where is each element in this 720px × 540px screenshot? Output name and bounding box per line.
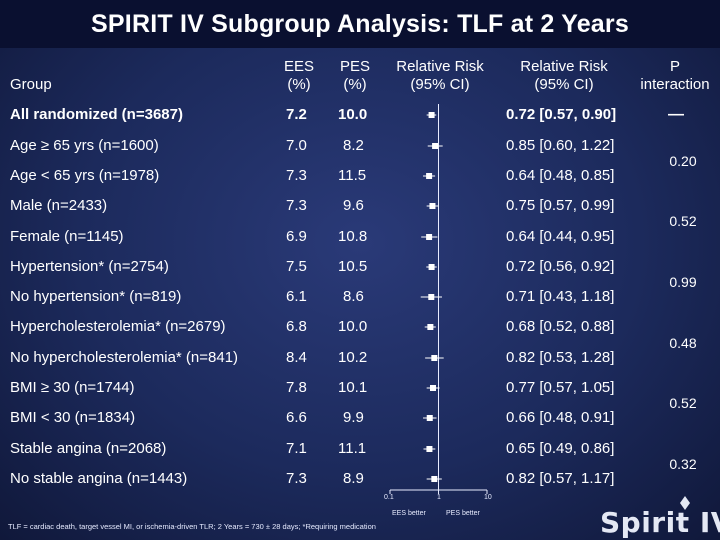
header-ees-line1: EES bbox=[283, 58, 314, 75]
row-group: Hypercholesterolemia* (n=2679) bbox=[10, 318, 226, 335]
axis-tick-label: 1 bbox=[437, 494, 441, 501]
row-group: Hypertension* (n=2754) bbox=[10, 258, 169, 275]
header-p-interaction: P interaction bbox=[632, 58, 718, 94]
row-group: Age < 65 yrs (n=1978) bbox=[10, 167, 160, 184]
header-ees-line2: (%) bbox=[287, 76, 311, 93]
row-rr-text: 0.66 [0.48, 0.91] bbox=[506, 409, 615, 426]
row-group: No hypercholesterolemia* (n=841) bbox=[10, 349, 239, 366]
header-p-line1: P bbox=[669, 58, 680, 75]
header-rr-text-line1: Relative Risk bbox=[520, 58, 608, 75]
p-interaction-value: 0.52 bbox=[669, 213, 697, 229]
p-interaction-value: 0.48 bbox=[669, 335, 697, 351]
axis-tick-label: 10 bbox=[484, 494, 492, 501]
row-group: No hypertension* (n=819) bbox=[10, 288, 182, 305]
row-rr-text: 0.64 [0.48, 0.85] bbox=[506, 167, 615, 184]
header-rr-text-line2: (95% CI) bbox=[534, 76, 594, 93]
row-group: BMI < 30 (n=1834) bbox=[10, 409, 136, 426]
title-prefix: SPIRIT IV Subgroup Analysis: bbox=[91, 10, 458, 38]
row-rr-text: 0.65 [0.49, 0.86] bbox=[506, 440, 615, 457]
row-pes: 10.2 bbox=[338, 349, 368, 366]
row-pes: 10.0 bbox=[338, 106, 368, 123]
row-pes: 11.5 bbox=[338, 167, 367, 184]
row-ees: 7.8 bbox=[286, 379, 307, 396]
row-pes: 8.9 bbox=[343, 470, 364, 487]
row-group: Stable angina (n=2068) bbox=[10, 440, 167, 457]
row-group: No stable angina (n=1443) bbox=[10, 470, 188, 487]
row-rr-text: 0.64 [0.44, 0.95] bbox=[506, 228, 615, 245]
row-ees: 8.4 bbox=[286, 349, 307, 366]
row-ees: 7.2 bbox=[286, 106, 307, 123]
header-p-line2: interaction bbox=[640, 76, 710, 93]
header-rr-plot-line2: (95% CI) bbox=[410, 76, 470, 93]
title-suffix: TLF at 2 Years bbox=[457, 10, 629, 38]
axis-tick-label: 0.1 bbox=[384, 494, 394, 501]
row-rr-text: 0.77 [0.57, 1.05] bbox=[506, 379, 615, 396]
row-pes: 11.1 bbox=[338, 440, 367, 457]
header-pes-line1: PES bbox=[339, 58, 370, 75]
row-ees: 7.1 bbox=[286, 440, 307, 457]
row-ees: 7.3 bbox=[286, 470, 307, 487]
p-interaction-value: 0.32 bbox=[669, 456, 697, 472]
row-rr-text: 0.68 [0.52, 0.88] bbox=[506, 318, 615, 335]
header-group: Group bbox=[10, 76, 52, 93]
p-interaction-value: — bbox=[668, 106, 684, 123]
p-interaction-value: 0.99 bbox=[669, 274, 697, 290]
header-ees: EES (%) bbox=[274, 58, 324, 94]
row-rr-text: 0.82 [0.57, 1.17] bbox=[506, 470, 615, 487]
header-rr-plot: Relative Risk (95% CI) bbox=[384, 58, 496, 94]
row-rr-text: 0.72 [0.56, 0.92] bbox=[506, 258, 615, 275]
row-rr-text: 0.85 [0.60, 1.22] bbox=[506, 137, 615, 154]
row-pes: 9.6 bbox=[343, 197, 364, 214]
footnote: TLF = cardiac death, target vessel MI, o… bbox=[8, 522, 376, 531]
row-pes: 10.0 bbox=[338, 318, 368, 335]
row-group: Age ≥ 65 yrs (n=1600) bbox=[10, 137, 159, 154]
row-group: All randomized (n=3687) bbox=[10, 106, 183, 123]
header-pes: PES (%) bbox=[330, 58, 380, 94]
title-bar bbox=[0, 0, 720, 48]
row-group: Female (n=1145) bbox=[10, 228, 124, 245]
row-ees: 7.0 bbox=[286, 137, 307, 154]
header-pes-line2: (%) bbox=[343, 76, 367, 93]
row-pes: 8.2 bbox=[343, 137, 364, 154]
row-rr-text: 0.82 [0.53, 1.28] bbox=[506, 349, 615, 366]
row-pes: 10.5 bbox=[338, 258, 368, 275]
row-group: BMI ≥ 30 (n=1744) bbox=[10, 379, 135, 396]
row-pes: 10.8 bbox=[338, 228, 368, 245]
row-pes: 9.9 bbox=[343, 409, 364, 426]
row-ees: 6.1 bbox=[286, 288, 307, 305]
row-group: Male (n=2433) bbox=[10, 197, 108, 214]
axis-label-pes-better: PES better bbox=[446, 510, 480, 517]
row-ees: 6.6 bbox=[286, 409, 307, 426]
row-pes: 10.1 bbox=[338, 379, 368, 396]
spirit-iv-logo: Spirit IV bbox=[600, 506, 720, 539]
row-ees: 7.3 bbox=[286, 197, 307, 214]
row-rr-text: 0.75 [0.57, 0.99] bbox=[506, 197, 615, 214]
row-ees: 6.8 bbox=[286, 318, 307, 335]
p-interaction-value: 0.52 bbox=[669, 395, 697, 411]
p-interaction-value: 0.20 bbox=[669, 153, 697, 169]
logo-mark-icon bbox=[680, 496, 690, 510]
row-pes: 8.6 bbox=[343, 288, 364, 305]
row-ees: 6.9 bbox=[286, 228, 307, 245]
row-ees: 7.5 bbox=[286, 258, 307, 275]
header-rr-text: Relative Risk (95% CI) bbox=[508, 58, 620, 94]
slide-title: SPIRIT IV Subgroup Analysis: TLF at 2 Ye… bbox=[0, 10, 720, 39]
row-rr-text: 0.71 [0.43, 1.18] bbox=[506, 288, 615, 305]
row-ees: 7.3 bbox=[286, 167, 307, 184]
row-rr-text: 0.72 [0.57, 0.90] bbox=[506, 106, 617, 123]
axis-label-ees-better: EES better bbox=[392, 510, 426, 517]
header-rr-plot-line1: Relative Risk bbox=[396, 58, 484, 75]
